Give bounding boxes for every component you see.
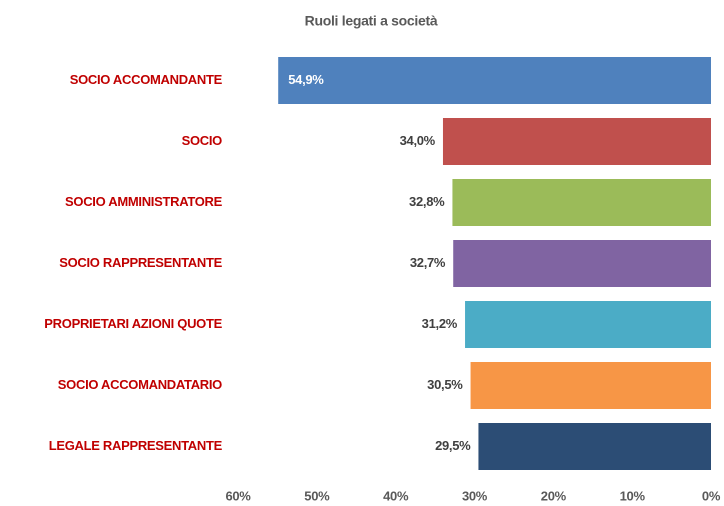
y-tick-label: SOCIO ACCOMANDATARIO [58, 377, 222, 392]
x-tick-label: 30% [462, 488, 488, 503]
y-tick-label: LEGALE RAPPRESENTANTE [49, 438, 223, 453]
bar [452, 179, 711, 226]
value-label: 30,5% [427, 377, 463, 392]
value-label: 32,7% [410, 255, 446, 270]
y-tick-label: SOCIO AMMINISTRATORE [65, 194, 223, 209]
chart-title: Ruoli legati a società [305, 13, 438, 29]
value-label: 34,0% [400, 133, 436, 148]
value-label: 29,5% [435, 438, 471, 453]
bar [470, 362, 711, 409]
bar [465, 301, 711, 348]
bar [453, 240, 711, 287]
y-tick-label: PROPRIETARI AZIONI QUOTE [44, 316, 222, 331]
y-tick-label: SOCIO RAPPRESENTANTE [59, 255, 222, 270]
y-tick-label: SOCIO ACCOMANDANTE [70, 72, 223, 87]
value-label: 31,2% [422, 316, 458, 331]
x-tick-label: 50% [304, 488, 330, 503]
x-tick-label: 60% [225, 488, 251, 503]
x-tick-label: 20% [541, 488, 567, 503]
y-tick-label: SOCIO [182, 133, 223, 148]
bar [442, 118, 711, 165]
value-label: 54,9% [288, 72, 324, 87]
x-tick-label: 10% [620, 488, 646, 503]
x-tick-label: 0% [702, 488, 721, 503]
bar [278, 57, 711, 104]
value-label: 32,8% [409, 194, 445, 209]
bar [478, 423, 711, 470]
x-tick-label: 40% [383, 488, 409, 503]
